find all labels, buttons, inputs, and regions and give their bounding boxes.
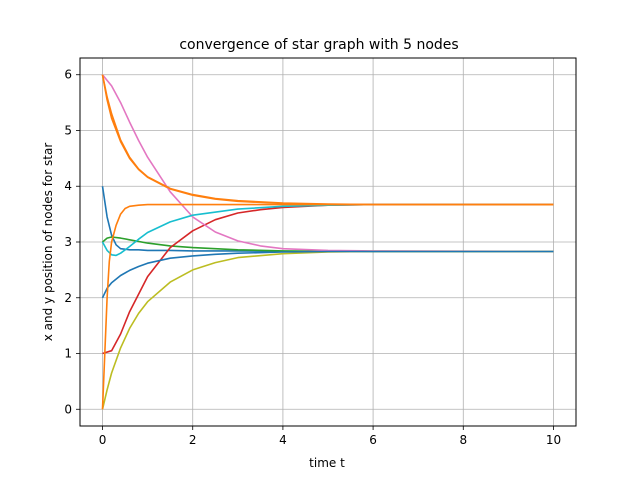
x-tick-label: 8 bbox=[459, 433, 467, 447]
y-axis-label: x and y position of nodes for star bbox=[41, 143, 55, 342]
y-tick-label: 5 bbox=[64, 123, 72, 137]
y-tick-label: 4 bbox=[64, 179, 72, 193]
y-tick-label: 0 bbox=[64, 402, 72, 416]
y-tick-label: 1 bbox=[64, 347, 72, 361]
series-line-3 bbox=[101, 236, 554, 253]
series-line-10 bbox=[101, 74, 554, 206]
axis-ticks: 0 2 4 6 8 10 0 1 2 3 4 5 6 bbox=[64, 68, 561, 447]
series-line-9 bbox=[101, 203, 554, 410]
series-line-7 bbox=[101, 203, 554, 257]
series-line-5 bbox=[101, 74, 554, 253]
chart-title: convergence of star graph with 5 nodes bbox=[179, 37, 458, 53]
x-axis-label: time t bbox=[309, 456, 345, 470]
series-line-8 bbox=[101, 250, 554, 299]
x-tick-label: 10 bbox=[546, 433, 561, 447]
x-tick-label: 0 bbox=[99, 433, 107, 447]
x-tick-label: 6 bbox=[369, 433, 377, 447]
x-tick-label: 2 bbox=[189, 433, 197, 447]
series-line-4 bbox=[102, 203, 554, 355]
y-tick-label: 2 bbox=[64, 291, 72, 305]
series-lines bbox=[101, 74, 554, 410]
series-line-6 bbox=[101, 250, 554, 410]
y-tick-label: 6 bbox=[64, 68, 72, 82]
x-tick-label: 4 bbox=[279, 433, 287, 447]
grid bbox=[80, 58, 576, 426]
y-tick-label: 3 bbox=[64, 235, 72, 249]
series-line-2 bbox=[101, 74, 554, 206]
